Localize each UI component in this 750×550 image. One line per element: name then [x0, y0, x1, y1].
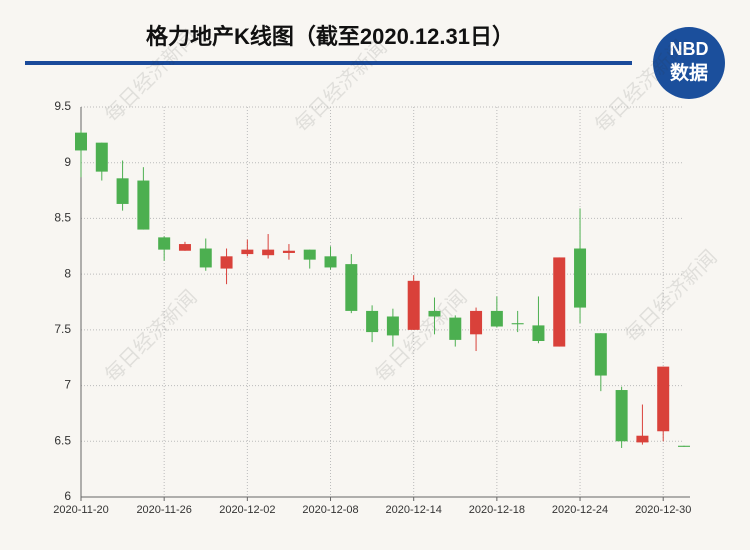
candle-body: [386, 316, 399, 336]
candle-body: [345, 264, 358, 311]
candle-body: [636, 435, 649, 443]
candle-body: [282, 250, 295, 253]
candle-body: [657, 366, 670, 432]
candle-body: [116, 178, 129, 204]
candle-body: [178, 244, 191, 251]
x-tick-label: 2020-11-20: [53, 504, 108, 516]
candle-body: [574, 248, 587, 308]
candle-body: [75, 132, 87, 151]
x-tick-label: 2020-12-30: [635, 504, 691, 516]
candle-body: [199, 248, 212, 268]
x-tick-label: 2020-12-14: [386, 504, 442, 516]
candle-body: [137, 180, 150, 230]
candle-body: [470, 310, 483, 335]
candle-body: [220, 256, 233, 269]
logo-top: NBD: [670, 39, 709, 59]
x-tick-label: 2020-11-26: [136, 504, 191, 516]
y-tick-label: 8.5: [54, 211, 71, 225]
candle-body: [158, 237, 171, 250]
candle-body: [95, 142, 108, 172]
candle-body: [428, 310, 441, 317]
y-tick-label: 6: [64, 489, 71, 503]
candle-body: [407, 280, 420, 330]
y-tick-label: 9.5: [54, 99, 71, 113]
y-tick-label: 7: [64, 378, 71, 392]
candle-body: [490, 310, 503, 327]
candle-body: [615, 390, 628, 442]
candle-body: [366, 310, 379, 333]
candle-body: [511, 323, 524, 325]
candle-body: [532, 325, 545, 341]
title-rule: [25, 61, 632, 65]
x-tick-label: 2020-12-02: [219, 504, 275, 516]
y-tick-label: 7.5: [54, 322, 71, 336]
candle-body: [324, 256, 337, 268]
x-tick-label: 2020-12-08: [302, 504, 358, 516]
candle-body: [262, 249, 275, 256]
x-tick-label: 2020-12-24: [552, 504, 608, 516]
chart-title: 格力地产K线图（截至2020.12.31日）: [146, 24, 514, 49]
x-tick-label: 2020-12-18: [469, 504, 525, 516]
candle-body: [553, 257, 566, 347]
logo-bottom: 数据: [670, 61, 708, 84]
candle-body: [303, 249, 316, 260]
candle-body: [594, 333, 607, 376]
y-tick-label: 6.5: [54, 433, 71, 447]
y-tick-label: 8: [64, 266, 71, 280]
candle-body: [678, 445, 690, 447]
candle-body: [241, 249, 254, 255]
candle-body: [449, 317, 462, 340]
y-tick-label: 9: [64, 155, 71, 169]
logo: [653, 27, 725, 99]
